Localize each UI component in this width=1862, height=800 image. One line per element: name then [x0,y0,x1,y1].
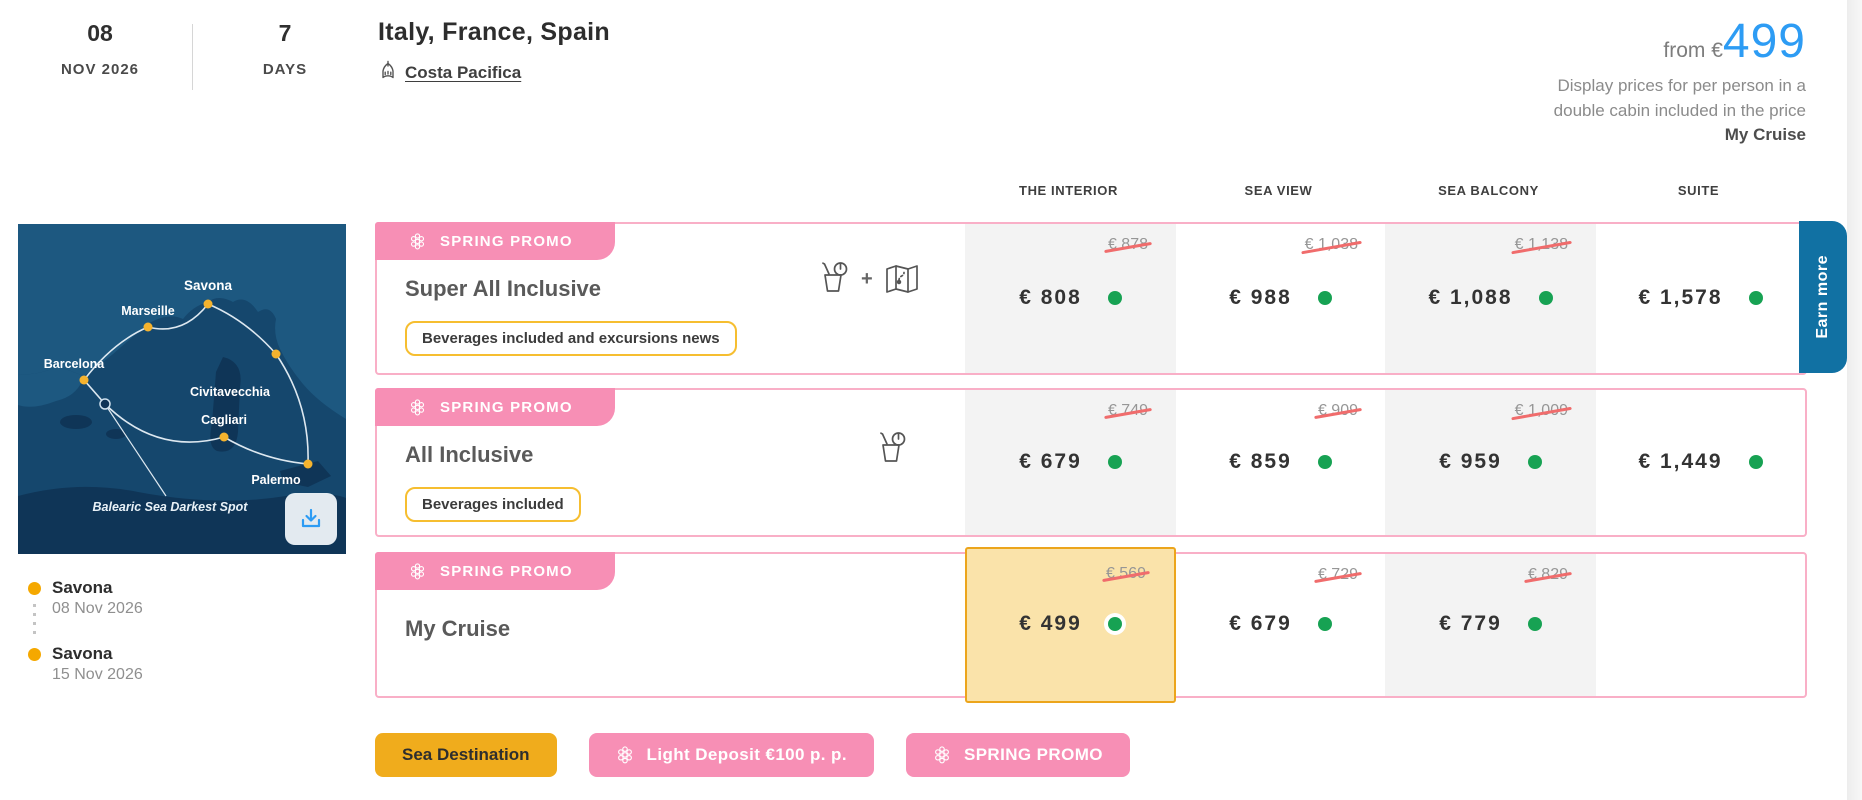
itinerary-port: Savona [52,644,113,663]
page-edge [1847,0,1862,800]
price-cell-selected[interactable]: € 569 € 499 [965,547,1176,703]
plus-separator: + [861,267,873,290]
route-map: Savona Marseille Barcelona Civitavecchia… [18,224,346,554]
tag-sea-destination[interactable]: Sea Destination [375,733,557,777]
mimosa-icon [410,562,425,579]
map-label-palermo: Palermo [251,473,301,487]
price-summary: from € 499 Display prices for per person… [1554,18,1806,148]
price-cell[interactable]: € 829 € 779 [1385,554,1596,696]
tag-light-deposit[interactable]: Light Deposit €100 p. p. [588,733,874,777]
port-dots [79,299,313,469]
availability-dot [1748,454,1763,469]
mimosa-icon [617,746,632,764]
map-label-savona: Savona [184,278,233,293]
ship-name-link[interactable]: Costa Pacifica [405,62,522,82]
itinerary-stop: Savona 15 Nov 2026 [28,644,143,684]
availability-dot [1538,290,1553,305]
map-label-cagliari: Cagliari [201,413,247,427]
cruise-duration: 7 DAYS [220,20,350,78]
drink-icon [880,432,906,462]
price-note-fare: My Cruise [1724,125,1806,145]
availability-dot [1527,454,1542,469]
ship-icon [378,60,398,85]
earn-more-tab[interactable]: Earn more [1799,221,1847,373]
map-island-balearic [60,415,92,429]
fare-name: All Inclusive [405,442,534,467]
availability-dot [1317,290,1332,305]
map-land-south [18,486,346,554]
fare-name: Super All Inclusive [405,276,602,301]
fare-benefits-pill: Beverages included [405,487,581,522]
availability-dot [1317,617,1332,631]
map-label-barcelona: Barcelona [44,357,105,371]
column-header-interior: THE INTERIOR [1019,183,1118,198]
price-cell[interactable]: € 1,578 [1595,224,1806,373]
itinerary-dot [28,582,41,595]
drink-icon [822,262,848,292]
map-note: Balearic Sea Darkest Spot [93,500,249,514]
mimosa-icon [935,746,949,764]
fare-row-all-inclusive: SPRING PROMO All Inclusive Beverages inc… [375,388,1807,537]
promo-badge: SPRING PROMO [375,388,615,426]
departure-date: 08 NOV 2026 [35,20,165,78]
price-cell[interactable]: € 749 € 679 [965,390,1176,535]
price-cell[interactable]: € 878 € 808 [965,224,1176,373]
availability-dot [1748,290,1763,305]
promo-badge: SPRING PROMO [375,552,615,590]
departure-month-year: NOV 2026 [60,61,140,78]
price-cell[interactable]: € 1,449 [1595,390,1806,535]
availability-dot [1107,454,1122,469]
download-icon [301,508,321,528]
itinerary-date: 08 Nov 2026 [52,600,143,617]
price-cell-empty [1595,554,1806,696]
mimosa-icon [410,398,425,415]
from-label: from € [1663,39,1723,62]
map-label-marseille: Marseille [121,304,175,318]
price-cell[interactable]: € 729 € 679 [1175,554,1386,696]
map-icon [885,265,918,293]
duration-value: 7 [278,20,292,46]
column-header-sea-balcony: SEA BALCONY [1438,183,1539,198]
availability-dot [1527,617,1542,631]
header-divider [192,24,193,90]
column-header-suite: SUITE [1677,183,1720,198]
darkest-spot-marker [99,398,111,410]
promo-badge: SPRING PROMO [375,222,615,260]
tag-spring-promo[interactable]: SPRING PROMO [905,733,1130,777]
fare-row-super-all-inclusive: SPRING PROMO Super All Inclusive + Bever… [375,222,1807,375]
availability-dot [1107,290,1122,305]
availability-dot [1107,617,1122,631]
map-island-sicily [280,461,331,487]
availability-dot [1317,454,1332,469]
price-cell[interactable]: € 1,009 € 959 [1385,390,1596,535]
duration-label: DAYS [262,61,308,78]
page-title: Italy, France, Spain [378,18,611,46]
itinerary-stop: Savona 08 Nov 2026 [28,578,143,618]
itinerary-date: 15 Nov 2026 [52,666,143,683]
departure-day: 08 [87,20,113,46]
price-cell[interactable]: € 909 € 859 [1175,390,1386,535]
map-island-sardinia [210,357,241,452]
map-download-button[interactable] [285,493,337,545]
price-cell[interactable]: € 1,038 € 988 [1175,224,1386,373]
mimosa-icon [410,232,425,249]
price-cell[interactable]: € 1,138 € 1,088 [1385,224,1596,373]
fare-row-my-cruise: SPRING PROMO My Cruise € 569 € 499 € 729… [375,547,1807,703]
fare-benefits-pill: Beverages included and excursions news [405,321,737,356]
fare-name: My Cruise [405,616,511,641]
itinerary-connector [33,604,36,638]
map-label-civitavecchia: Civitavecchia [190,385,271,399]
itinerary-dot [28,648,41,661]
column-header-sea-view: SEA VIEW [1244,183,1313,198]
itinerary-port: Savona [52,578,113,597]
price-note: Display prices for per person in a doubl… [1554,74,1806,148]
from-price: 499 [1722,15,1806,68]
map-land-north [18,224,346,419]
